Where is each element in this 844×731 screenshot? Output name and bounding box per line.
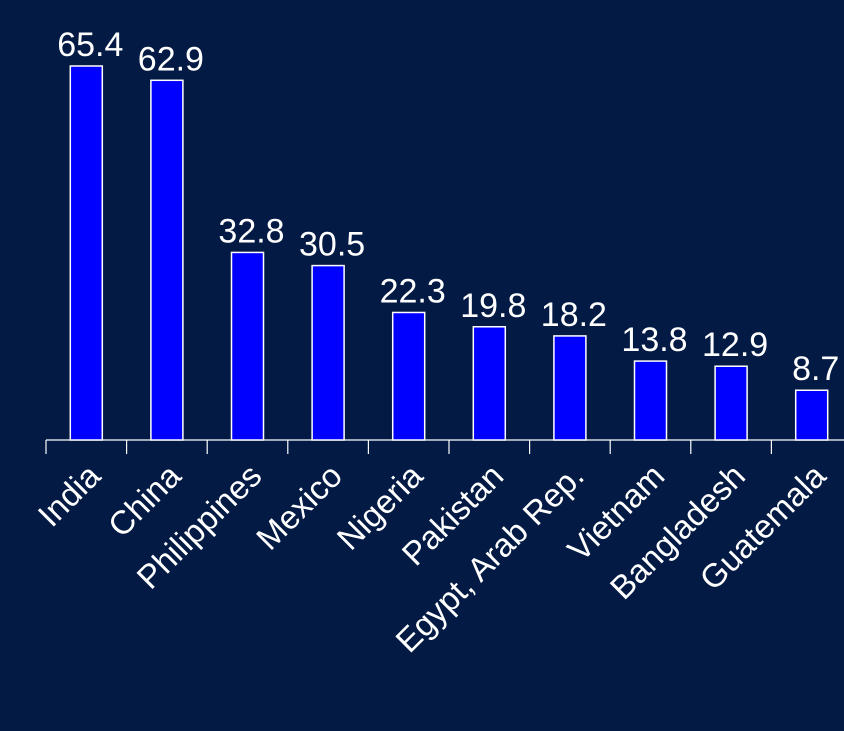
bar-india (69, 65, 104, 441)
bar-mexico (311, 264, 345, 441)
value-label: 18.2 (541, 296, 607, 334)
bar-pakistan (472, 326, 507, 441)
bar-philippines (230, 251, 265, 441)
category-labels: IndiaChinaPhilippinesMexicoNigeriaPakist… (30, 456, 833, 659)
value-labels: 65.4 62.9 32.8 30.5 22.3 19.8 18.2 13.8 12.9 8.7 (57, 26, 839, 388)
bar-egypt-arab-rep (553, 335, 587, 441)
value-label: 8.7 (792, 350, 839, 388)
value-label: 13.8 (621, 321, 687, 359)
bar-guatemala (794, 389, 829, 441)
x-axis-ticks (45, 440, 773, 454)
value-label: 19.8 (460, 287, 526, 325)
bars (69, 65, 829, 441)
value-label: 22.3 (380, 272, 446, 310)
bar-bangladesh (714, 365, 748, 441)
bar-china (150, 79, 184, 441)
value-label: 32.8 (218, 212, 284, 250)
category-label: India (30, 456, 107, 533)
category-label: Mexico (249, 457, 349, 557)
value-label: 12.9 (702, 326, 768, 364)
value-label: 62.9 (138, 40, 204, 78)
bar-nigeria (391, 311, 426, 441)
value-label: 30.5 (299, 226, 365, 264)
bar-vietnam (633, 360, 668, 441)
value-label: 65.4 (57, 26, 123, 64)
